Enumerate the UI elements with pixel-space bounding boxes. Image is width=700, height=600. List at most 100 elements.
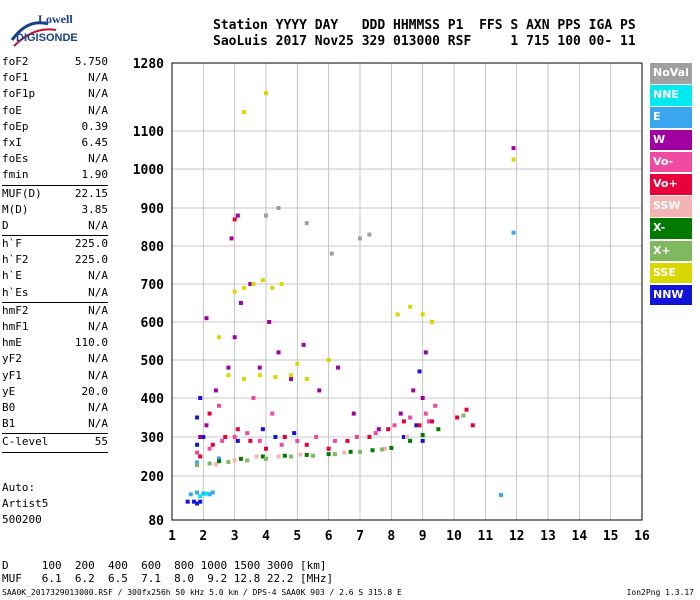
legend-item-nnw: NNW [650, 284, 692, 306]
parameter-name: D [2, 218, 9, 232]
data-point-w [235, 213, 240, 218]
data-point-w [398, 411, 403, 416]
parameter-value: 20.0 [81, 384, 109, 398]
legend-item-x-: X+ [650, 240, 692, 262]
parameter-row: foEp 0.39 [2, 119, 108, 135]
parameter-name: h`E [2, 269, 22, 283]
data-point-vo- [251, 396, 256, 400]
parameter-row: fxI 6.45 [2, 135, 108, 151]
parameter-name: fxI [2, 135, 22, 149]
data-point-e [195, 490, 200, 495]
data-point-vo- [326, 446, 331, 451]
parameter-row: C-level 55 [2, 434, 108, 450]
data-point-vo- [207, 446, 212, 451]
data-point-x- [370, 448, 375, 453]
data-point-vo- [423, 411, 428, 416]
data-point-ssw [276, 454, 281, 459]
data-point-nnw [201, 435, 206, 439]
parameter-name: foF2 [2, 55, 29, 68]
x-tick-label: 9 [419, 529, 427, 544]
header-labels: Station YYYY DAY DDD HHMMSS P1 FFS S AXN… [213, 18, 636, 33]
data-point-e [511, 230, 516, 235]
polarization-legend: NoVal NNE E W Vo- Vo+ SSW X- X+ SSE NNW [650, 63, 692, 307]
data-point-w [229, 236, 234, 241]
data-point-x- [260, 454, 265, 459]
parameter-name: yF1 [2, 368, 22, 382]
y-tick-label: 1280 [133, 57, 164, 72]
legend-item-noval: NoVal [650, 63, 692, 84]
x-tick-label: 5 [293, 529, 301, 544]
parameter-row: hmF2 N/A [2, 303, 108, 319]
data-point-sse [295, 361, 300, 366]
data-point-vo- [207, 411, 212, 416]
data-point-nnw [195, 415, 200, 420]
y-tick-label: 600 [141, 316, 165, 331]
data-point-sse [395, 312, 400, 317]
data-point-ssw [342, 450, 347, 455]
data-point-nnw [191, 499, 196, 504]
y-tick-label: 800 [141, 240, 165, 255]
y-tick-label: 300 [141, 431, 165, 446]
data-point-vo- [433, 403, 438, 408]
file-info-footer: SAA0K_2017329013000.RSF / 300fx256h 50 k… [2, 588, 402, 597]
parameter-value: N/A [88, 352, 108, 366]
data-point-ssw [254, 454, 259, 459]
parameter-value: N/A [88, 368, 108, 382]
data-point-sse [226, 373, 231, 378]
x-tick-label: 6 [325, 529, 333, 544]
parameter-row: B0 N/A [2, 400, 108, 416]
data-point-w [267, 320, 272, 324]
data-point-nnw [195, 442, 200, 447]
data-point-x- [326, 452, 331, 457]
data-point-x- [245, 458, 250, 463]
data-point-w [301, 342, 306, 347]
data-point-x- [420, 433, 425, 438]
data-point-e [188, 492, 193, 497]
data-point-noval [264, 213, 268, 218]
data-point-vo- [392, 423, 397, 428]
data-point-sse [257, 373, 262, 378]
data-point-nnw [195, 501, 200, 506]
data-point-w [226, 365, 231, 370]
parameter-value: 225.0 [74, 253, 108, 267]
y-tick-label: 500 [141, 354, 165, 369]
plot-frame [171, 62, 643, 521]
data-point-vo- [332, 438, 337, 443]
data-point-w [232, 335, 237, 340]
data-point-ssw [405, 435, 409, 439]
data-point-sse [217, 335, 221, 340]
data-point-sse [511, 157, 516, 162]
data-point-w [423, 350, 428, 355]
data-point-vo- [401, 419, 406, 424]
parameter-value: N/A [88, 103, 108, 117]
data-point-sse [232, 289, 237, 294]
parameter-value: 3.85 [81, 202, 109, 216]
data-point-noval [329, 251, 334, 256]
y-tick-label: 1100 [133, 125, 164, 140]
data-point-sse [408, 304, 413, 309]
data-point-w [248, 282, 253, 286]
data-point-ssw [383, 446, 388, 451]
parameter-value: N/A [88, 269, 108, 283]
data-point-vo- [223, 435, 228, 439]
data-point-noval [276, 206, 281, 210]
data-point-x- [289, 454, 294, 459]
data-point-vo- [295, 438, 300, 443]
parameter-name: h`F2 [2, 253, 29, 267]
data-point-x- [226, 459, 231, 464]
data-point-vo- [373, 431, 378, 436]
parameter-value: 6.45 [81, 135, 109, 149]
data-point-nnw [235, 438, 240, 443]
legend-item-e: E [650, 107, 692, 128]
data-point-nnw [260, 427, 265, 432]
parameter-value: N/A [88, 417, 108, 431]
data-point-vo- [314, 435, 319, 439]
x-tick-label: 7 [356, 529, 364, 544]
data-point-sse [260, 278, 265, 283]
legend-item-vo-: Vo- [650, 151, 692, 173]
parameter-value: 225.0 [74, 237, 108, 251]
parameter-separator [2, 433, 108, 435]
y-tick-label: 1000 [133, 163, 164, 178]
parameter-name: foE [2, 103, 22, 117]
data-point-w [238, 301, 243, 305]
